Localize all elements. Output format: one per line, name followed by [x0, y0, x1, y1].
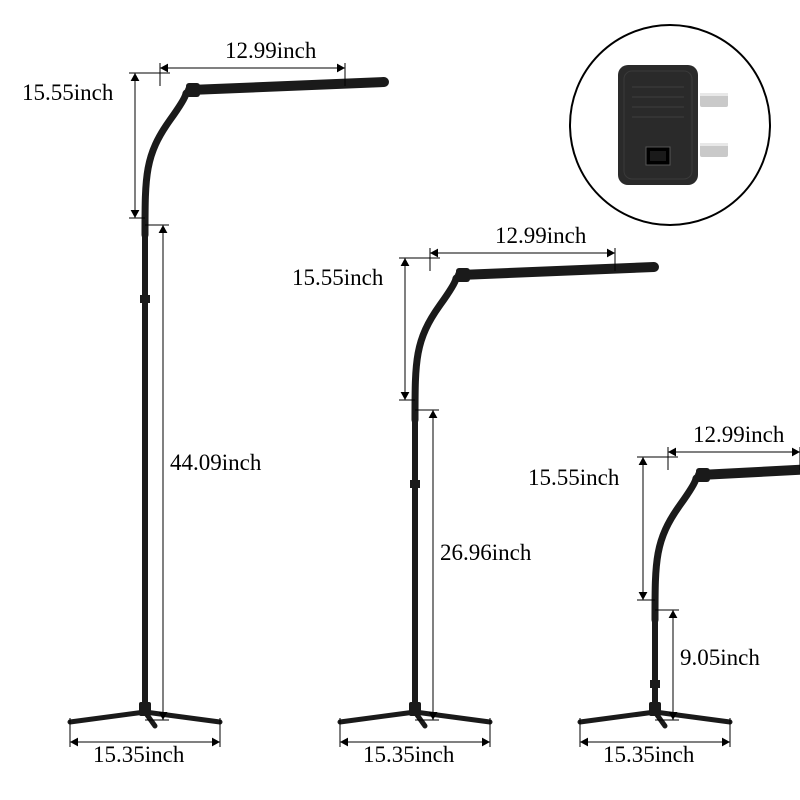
dim-pole-short: 9.05inch [680, 645, 760, 670]
lamp-medium [340, 267, 654, 726]
dim-head-tall: 12.99inch [225, 38, 317, 63]
dim-head-short: 12.99inch [693, 422, 785, 447]
dim-neck-tall: 15.55inch [22, 80, 114, 105]
adapter-inset [570, 25, 770, 225]
dim-base-short: 15.35inch [603, 742, 695, 767]
dim-neck-medium: 15.55inch [292, 265, 384, 290]
dim-base-tall: 15.35inch [93, 742, 185, 767]
dimension-diagram: 12.99inch15.55inch44.09inch15.35inch12.9… [0, 0, 800, 800]
dimensions-medium: 12.99inch 15.55inch 26.96inch 15.35inch [292, 223, 615, 767]
dim-neck-short: 15.55inch [528, 465, 620, 490]
lamp-short [580, 467, 800, 726]
dimensions-tall: 12.99inch 15.55inch 44.09inch 15.35inch [22, 38, 345, 767]
dim-pole-medium: 26.96inch [440, 540, 532, 565]
lamp-tall [70, 82, 384, 726]
dim-head-medium: 12.99inch [495, 223, 587, 248]
dim-pole-tall: 44.09inch [170, 450, 262, 475]
dim-base-medium: 15.35inch [363, 742, 455, 767]
